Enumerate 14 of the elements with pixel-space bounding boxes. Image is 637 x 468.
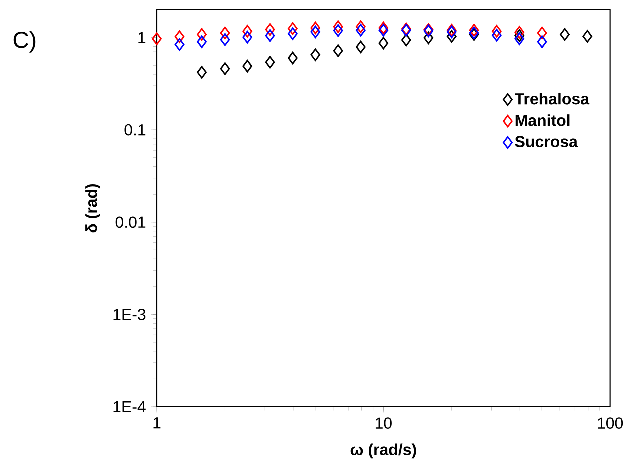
y-tick-label: 1E-3: [114, 309, 146, 320]
legend-label: Sucrosa: [515, 136, 578, 148]
y-tick-label: 0.01: [116, 216, 146, 228]
x-axis-title: ω (rad/s): [350, 444, 416, 459]
legend-label: Manitol: [516, 114, 570, 126]
y-tick-label: 0.1: [124, 124, 146, 136]
y-tick-label: 1E-4: [114, 401, 146, 412]
text: C): [14, 31, 36, 53]
legend-label: Trehalosa: [515, 92, 590, 105]
x-tick-label: 10: [376, 418, 392, 429]
y-tick-label: 1: [138, 32, 146, 44]
x-tick-label: 100: [598, 418, 624, 429]
x-tick-label: 1: [154, 418, 161, 429]
y-axis-title: δ (rad): [86, 184, 100, 233]
